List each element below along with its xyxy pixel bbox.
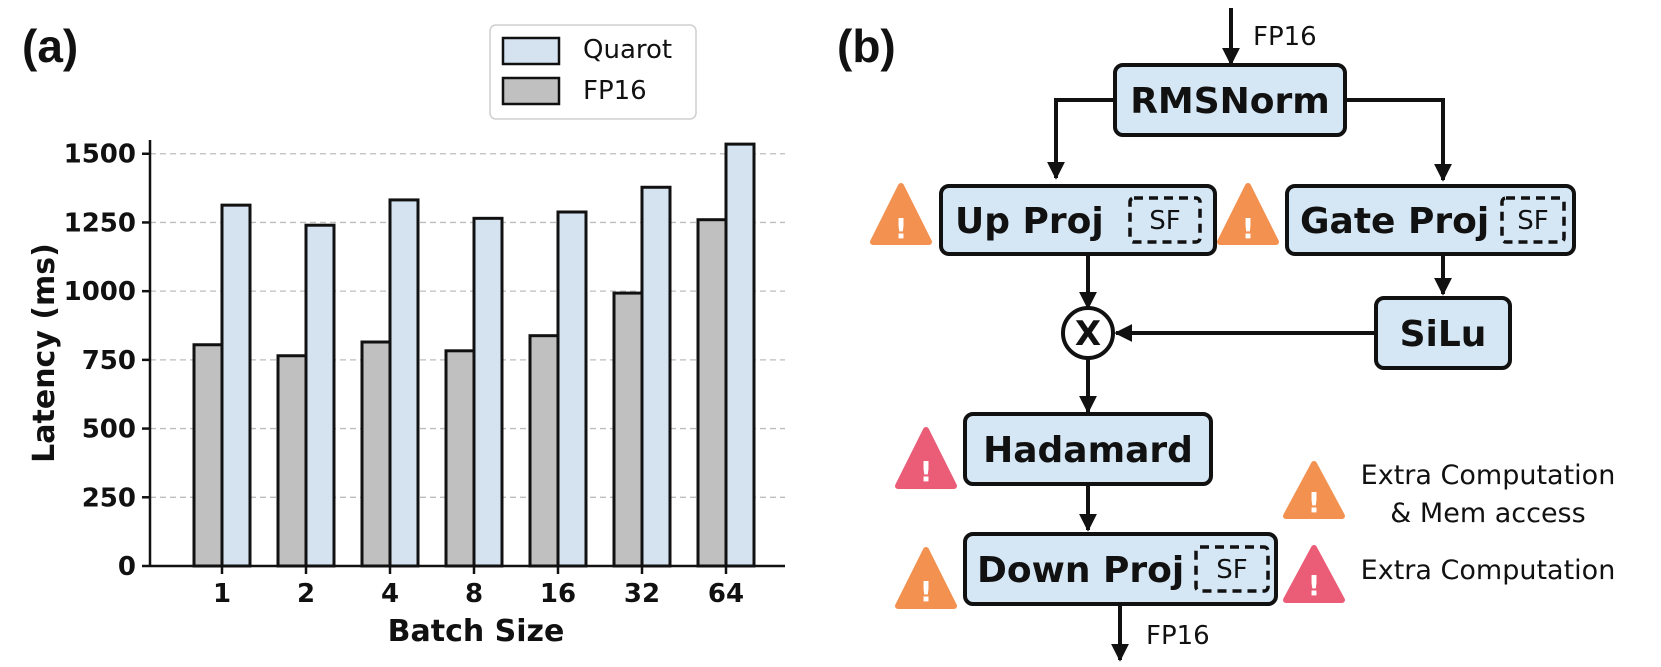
gridlines xyxy=(150,153,785,498)
x-tick-label: 32 xyxy=(624,579,660,609)
bars xyxy=(192,142,756,568)
warning-glyph: ! xyxy=(1308,486,1321,519)
hadamard-label: Hadamard xyxy=(983,430,1193,471)
warning-glyph: ! xyxy=(1242,212,1255,245)
y-axis-ticks: 0 250 500 750 1000 1250 1500 xyxy=(64,140,150,582)
bar-quarot xyxy=(556,210,588,568)
downproj-label: Down Proj xyxy=(977,550,1184,591)
rmsnorm-box xyxy=(1113,63,1347,137)
latency-bar-chart: 0 250 500 750 1000 1250 1500 1 2 4 8 16 32 64 Batch … xyxy=(27,24,785,649)
bar-quarot xyxy=(304,223,336,568)
bar-fp16 xyxy=(360,340,392,568)
panel-a-label: (a) xyxy=(22,20,78,72)
bar-quarot xyxy=(724,142,756,568)
gateproj-sf-box xyxy=(1500,196,1566,244)
bar-quarot xyxy=(220,203,252,568)
warning-legend-red-text: Extra Computation xyxy=(1361,555,1616,586)
hadamard-box xyxy=(963,412,1213,486)
x-tick-label: 2 xyxy=(297,579,315,609)
mlp-quarot-diagram: FP16 FP16 RMSNorm Up Proj SF Gate Proj S… xyxy=(870,8,1616,662)
y-tick-label: 750 xyxy=(82,346,136,376)
silu-label: SiLu xyxy=(1400,314,1487,355)
y-tick-label: 250 xyxy=(82,483,136,513)
bar-fp16 xyxy=(612,291,644,568)
warning-icon-hadamard: ! xyxy=(895,427,957,489)
bar-quarot xyxy=(640,185,672,568)
downproj-sf-label: SF xyxy=(1216,555,1247,585)
warning-glyph: ! xyxy=(920,575,933,608)
upproj-sf-box xyxy=(1128,196,1202,244)
downproj-sf-box xyxy=(1194,545,1270,593)
panel-b-label: (b) xyxy=(837,20,896,72)
warning-icon-downproj: ! xyxy=(895,547,957,609)
upproj-sf-label: SF xyxy=(1149,206,1180,236)
y-tick-label: 1500 xyxy=(64,140,136,170)
legend-swatch-fp16 xyxy=(501,76,561,106)
y-tick-label: 1000 xyxy=(64,277,136,307)
upproj-label: Up Proj xyxy=(955,201,1104,242)
bar-quarot xyxy=(472,216,504,568)
output-label: FP16 xyxy=(1146,621,1210,651)
rmsnorm-label: RMSNorm xyxy=(1130,81,1330,122)
gateproj-label: Gate Proj xyxy=(1300,201,1489,242)
y-tick-label: 0 xyxy=(118,552,136,582)
x-tick-label: 16 xyxy=(540,579,576,609)
bar-quarot xyxy=(388,198,420,568)
warning-glyph: ! xyxy=(1308,569,1321,602)
y-tick-label: 1250 xyxy=(64,208,136,238)
bar-fp16 xyxy=(444,349,476,568)
x-tick-label: 1 xyxy=(213,579,231,609)
silu-box xyxy=(1374,296,1512,370)
y-tick-label: 500 xyxy=(82,415,136,445)
warning-legend-orange-line1: Extra Computation xyxy=(1361,460,1616,491)
legend-label-fp16: FP16 xyxy=(583,76,647,106)
warning-legend-orange-line2: & Mem access xyxy=(1390,498,1585,529)
x-axis-ticks: 1 2 4 8 16 32 64 xyxy=(213,566,744,609)
x-tick-label: 4 xyxy=(381,579,399,609)
chart-legend: Quarot FP16 xyxy=(489,24,697,120)
multiply-symbol: X xyxy=(1075,314,1101,354)
warning-legend-orange-icon xyxy=(1283,461,1345,519)
warning-glyph: ! xyxy=(895,212,908,245)
upproj-box xyxy=(939,184,1217,256)
downproj-box xyxy=(963,532,1278,606)
bar-fp16 xyxy=(276,354,308,568)
warning-legend: ! Extra Computation & Mem access ! Extra… xyxy=(1283,460,1616,603)
legend-swatch-quarot xyxy=(501,36,561,66)
bar-fp16 xyxy=(528,334,560,568)
bar-fp16 xyxy=(696,218,728,568)
warning-icon-gateproj: ! xyxy=(1217,183,1279,245)
warning-legend-red-icon xyxy=(1283,545,1345,603)
warning-glyph: ! xyxy=(920,455,933,488)
gateproj-sf-label: SF xyxy=(1517,206,1548,236)
x-tick-label: 8 xyxy=(465,579,483,609)
bar-fp16 xyxy=(192,343,224,568)
warning-icon-upproj: ! xyxy=(870,183,932,245)
multiply-node xyxy=(1061,306,1115,360)
rmsnorm-to-gateproj-arrow xyxy=(1345,98,1452,182)
input-label: FP16 xyxy=(1253,22,1317,52)
y-axis-title: Latency (ms) xyxy=(27,243,62,463)
x-tick-label: 64 xyxy=(708,579,744,609)
legend-label-quarot: Quarot xyxy=(583,35,672,65)
x-axis-title: Batch Size xyxy=(388,614,565,649)
rmsnorm-to-upproj-arrow xyxy=(1047,98,1115,180)
